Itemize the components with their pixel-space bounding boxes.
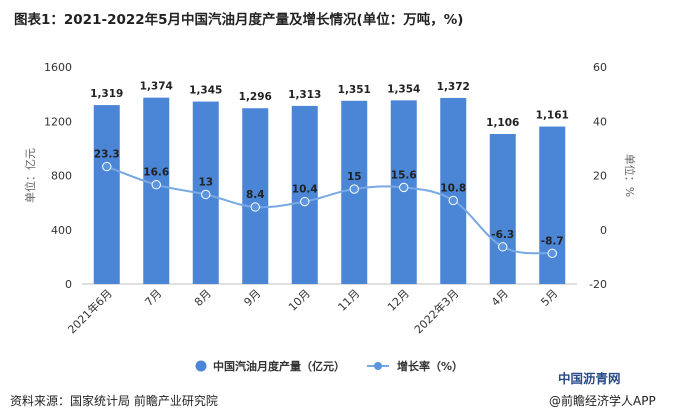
bar-value-label: 1,374	[140, 81, 173, 93]
growth-marker	[349, 184, 359, 194]
bar-value-label: 1,372	[437, 81, 470, 93]
y-left-tick-label: 800	[51, 170, 72, 183]
y-right-axis-title: 单位：%	[623, 154, 637, 197]
bar	[489, 133, 516, 284]
y-right-tick-label: 20	[593, 170, 607, 183]
bar-value-label: 1,354	[387, 83, 420, 95]
growth-marker	[250, 202, 260, 212]
legend-bar-swatch	[195, 360, 207, 372]
bar	[242, 108, 269, 284]
growth-marker	[399, 182, 409, 193]
brand-app-text: @前瞻经济学人APP	[549, 394, 656, 408]
growth-value-label: 8.4	[246, 189, 265, 201]
x-tick-label: 11月	[336, 287, 363, 314]
growth-value-label: -8.7	[541, 235, 564, 247]
y-left-tick-label: 0	[65, 278, 72, 291]
bar-value-label: 1,313	[288, 89, 321, 101]
chart-title: 图表1：2021-2022年5月中国汽油月度产量及增长情况(单位：万吨，%)	[14, 12, 464, 28]
bar	[143, 97, 170, 285]
bar	[93, 105, 120, 284]
bar-value-label: 1,161	[536, 110, 569, 122]
bar	[291, 105, 318, 284]
growth-value-label: 10.8	[440, 182, 466, 194]
growth-value-label: 10.4	[292, 184, 318, 196]
legend-line-marker	[374, 362, 382, 370]
brand-logo-text: 中国沥青网	[558, 371, 621, 386]
x-tick-label: 7月	[142, 287, 164, 309]
y-left-tick-label: 400	[51, 224, 72, 237]
y-left-axis-title: 单位：亿元	[23, 148, 37, 203]
bar	[539, 126, 566, 285]
x-tick-label: 12月	[385, 287, 412, 314]
growth-marker	[201, 189, 211, 200]
legend-line-label: 增长率（%）	[397, 359, 463, 373]
bar	[390, 100, 417, 285]
x-tick-label: 8月	[192, 287, 214, 309]
bar-value-label: 1,106	[486, 117, 519, 129]
bar	[440, 97, 467, 284]
growth-value-label: 13	[198, 176, 213, 188]
growth-marker	[448, 195, 458, 206]
x-tick-label: 4月	[489, 287, 511, 309]
growth-marker	[498, 242, 508, 252]
growth-marker	[102, 161, 112, 172]
growth-value-label: 15	[347, 171, 362, 183]
x-tick-label: 10月	[286, 287, 313, 314]
y-left-tick-label: 1600	[44, 61, 72, 74]
growth-value-label: -6.3	[491, 229, 514, 241]
bar-value-label: 1,345	[189, 85, 222, 97]
y-right-tick-label: 60	[593, 61, 607, 74]
x-tick-label: 9月	[241, 287, 263, 309]
growth-value-label: 23.3	[94, 149, 120, 161]
x-tick-label: 5月	[538, 287, 560, 309]
growth-marker	[300, 196, 310, 207]
x-tick-label: 2022年3月	[411, 286, 461, 336]
y-right-tick-label: 40	[593, 115, 607, 128]
x-tick-label: 2021年6月	[65, 286, 115, 336]
growth-value-label: 16.6	[143, 167, 169, 179]
growth-line	[106, 165, 553, 255]
legend-bar-label: 中国汽油月度产量（亿元）	[213, 359, 345, 373]
y-right-tick-label: 0	[600, 224, 607, 237]
y-right-tick-label: -20	[589, 278, 607, 291]
growth-marker	[547, 248, 557, 259]
bar-value-label: 1,296	[239, 91, 272, 103]
growth-value-label: 15.6	[391, 169, 417, 181]
source-note: 资料来源：国家统计局 前瞻产业研究院	[10, 394, 218, 408]
growth-marker	[151, 180, 161, 190]
y-left-tick-label: 1200	[44, 115, 72, 128]
bar-value-label: 1,351	[338, 84, 371, 96]
bar-value-label: 1,319	[90, 88, 123, 100]
